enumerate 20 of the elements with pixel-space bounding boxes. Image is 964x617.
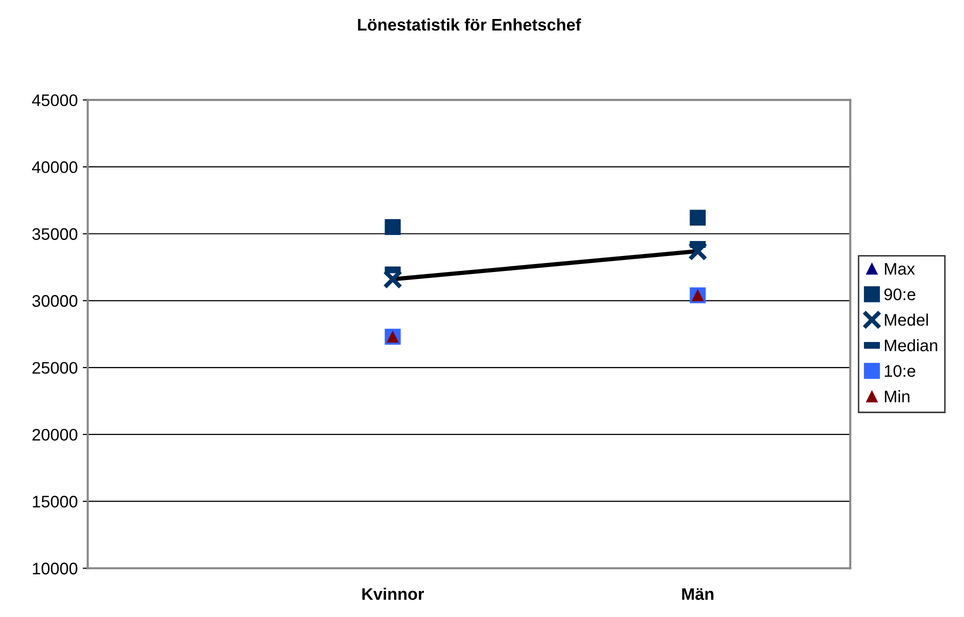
point (690, 210, 706, 226)
point (384, 219, 401, 236)
legend-label: Medel (884, 314, 928, 326)
point (383, 270, 402, 289)
y-tick-label: 10000 (32, 562, 78, 574)
x-tick-label: Män (682, 588, 714, 600)
y-tick-label: 15000 (32, 496, 78, 508)
legend-label: Max (884, 263, 915, 275)
y-tick-label: 40000 (32, 161, 78, 174)
legend-label: 90:e (884, 288, 916, 300)
chart-title: Lönestatistik för Enhetschef (358, 18, 582, 31)
x-tick-label: Kvinnor (362, 588, 424, 600)
y-tick-label: 35000 (32, 228, 78, 240)
y-tick-label: 30000 (32, 295, 78, 307)
y-tick-label: 25000 (32, 362, 78, 374)
legend-label: Min (884, 390, 910, 402)
y-tick-label: 45000 (32, 94, 78, 106)
legend-label: Median (884, 339, 938, 352)
legend-label: 10:e (884, 365, 916, 377)
y-tick-label: 20000 (32, 428, 78, 441)
